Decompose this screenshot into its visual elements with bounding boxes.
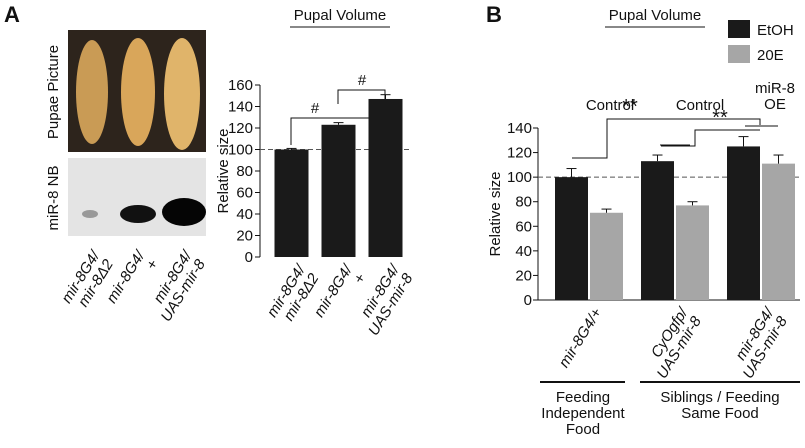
x-label-group: mir-8G4/UAS-mir-8 bbox=[144, 247, 210, 325]
bar bbox=[762, 163, 795, 300]
pupa bbox=[76, 40, 108, 144]
y-tick-label: 40 bbox=[515, 243, 532, 260]
chart-title: Pupal Volume bbox=[294, 7, 387, 24]
y-tick-label: 120 bbox=[507, 145, 532, 162]
y-tick-label: 100 bbox=[228, 142, 253, 159]
bar bbox=[368, 98, 403, 257]
bar bbox=[590, 212, 623, 300]
pupa bbox=[121, 38, 155, 146]
y-tick-label: 20 bbox=[515, 267, 532, 284]
x-label-group: CyOgfp/UAS-mir-8 bbox=[640, 304, 706, 382]
bar bbox=[274, 149, 309, 257]
y-tick-label: 60 bbox=[515, 218, 532, 235]
chart-title: Pupal Volume bbox=[609, 7, 702, 24]
y-axis-label: Relative size bbox=[215, 128, 232, 213]
x-tick-label: mir-8G4/mir-8Δ2 bbox=[58, 247, 118, 315]
bar bbox=[321, 124, 356, 258]
x-tick-label: mir-8G4/UAS-mir-8 bbox=[352, 261, 418, 339]
x-label-group: mir-8G4/+ bbox=[311, 261, 371, 329]
panel-label: B bbox=[486, 2, 502, 27]
pupa bbox=[164, 38, 200, 150]
annotation: # bbox=[311, 100, 320, 117]
x-label-group: mir-8G4/+ bbox=[556, 305, 606, 371]
legend-swatch bbox=[728, 45, 750, 63]
x-label-group: mir-8G4/UAS-mir-8 bbox=[352, 261, 418, 339]
annotation: Control bbox=[676, 97, 724, 114]
y-axis-label: Relative size bbox=[487, 171, 504, 256]
y-tick-label: 100 bbox=[507, 169, 532, 186]
x-tick-label: mir-8G4/+ bbox=[311, 261, 371, 329]
x-tick-label: mir-8G4/UAS-mir-8 bbox=[144, 247, 210, 325]
blot-band bbox=[82, 210, 98, 218]
blot-label: miR-8 NB bbox=[45, 165, 62, 230]
bar bbox=[727, 146, 760, 300]
bar bbox=[641, 161, 674, 300]
photo-label: Pupae Picture bbox=[45, 45, 62, 139]
annotation: # bbox=[358, 72, 367, 89]
x-tick-label: mir-8G4/UAS-mir-8 bbox=[726, 304, 792, 382]
y-tick-label: 60 bbox=[236, 185, 253, 202]
legend-label: EtOH bbox=[757, 22, 794, 39]
y-tick-label: 0 bbox=[524, 292, 532, 309]
bracket bbox=[572, 118, 761, 159]
group-label: Siblings / Feeding Same Food bbox=[660, 389, 779, 422]
y-tick-label: 20 bbox=[236, 228, 253, 245]
y-tick-label: 80 bbox=[236, 163, 253, 180]
panel-label: A bbox=[4, 2, 20, 27]
y-tick-label: 160 bbox=[228, 77, 253, 94]
annotation: ** bbox=[622, 96, 638, 118]
y-tick-label: 0 bbox=[245, 249, 253, 266]
x-label-group: mir-8G4/UAS-mir-8 bbox=[726, 304, 792, 382]
blot-band bbox=[162, 198, 206, 226]
y-tick-label: 80 bbox=[515, 194, 532, 211]
y-tick-label: 120 bbox=[228, 120, 253, 137]
bar bbox=[676, 205, 709, 300]
legend-label: 20E bbox=[757, 47, 784, 64]
y-tick-label: 40 bbox=[236, 206, 253, 223]
blot-band bbox=[120, 205, 156, 223]
y-tick-label: 140 bbox=[228, 99, 253, 116]
x-tick-label: mir-8G4/+ bbox=[103, 247, 163, 315]
y-tick-label: 140 bbox=[507, 120, 532, 137]
x-label-group: mir-8G4/+ bbox=[103, 247, 163, 315]
legend-swatch bbox=[728, 20, 750, 38]
x-label-group: mir-8G4/mir-8Δ2 bbox=[58, 247, 118, 315]
annotation: miR-8 OE bbox=[755, 80, 795, 113]
x-tick-label: mir-8G4/mir-8Δ2 bbox=[264, 261, 324, 329]
x-label-group: mir-8G4/mir-8Δ2 bbox=[264, 261, 324, 329]
annotation: ** bbox=[712, 107, 728, 129]
bracket bbox=[661, 129, 760, 147]
annotation: Control bbox=[586, 97, 634, 114]
bar bbox=[555, 177, 588, 300]
group-label: Feeding Independent Food bbox=[541, 389, 625, 438]
x-tick-label: CyOgfp/UAS-mir-8 bbox=[640, 304, 706, 382]
x-tick-label: mir-8G4/+ bbox=[556, 305, 606, 371]
